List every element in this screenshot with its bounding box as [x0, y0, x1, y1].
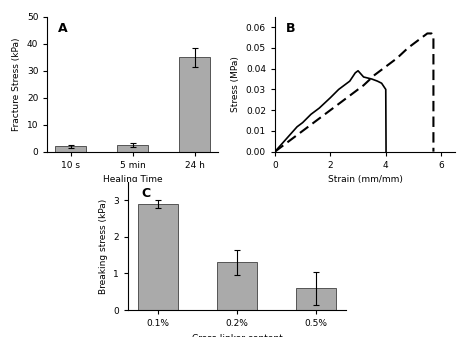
- Bar: [55, 146, 86, 152]
- X-axis label: Cross-linker content: Cross-linker content: [191, 334, 283, 337]
- X-axis label: Strain (mm/mm): Strain (mm/mm): [328, 175, 402, 184]
- Text: A: A: [58, 22, 67, 35]
- Bar: [217, 263, 257, 310]
- Y-axis label: Breaking stress (kPa): Breaking stress (kPa): [99, 198, 108, 294]
- Bar: [296, 288, 336, 310]
- X-axis label: Healing Time: Healing Time: [103, 175, 163, 184]
- Bar: [117, 145, 148, 152]
- Bar: [138, 204, 178, 310]
- Bar: [179, 57, 210, 152]
- Text: C: C: [141, 187, 150, 200]
- Y-axis label: Stress (MPa): Stress (MPa): [231, 56, 240, 112]
- Y-axis label: Fracture Stress (kPa): Fracture Stress (kPa): [12, 37, 21, 131]
- Text: B: B: [286, 22, 295, 35]
